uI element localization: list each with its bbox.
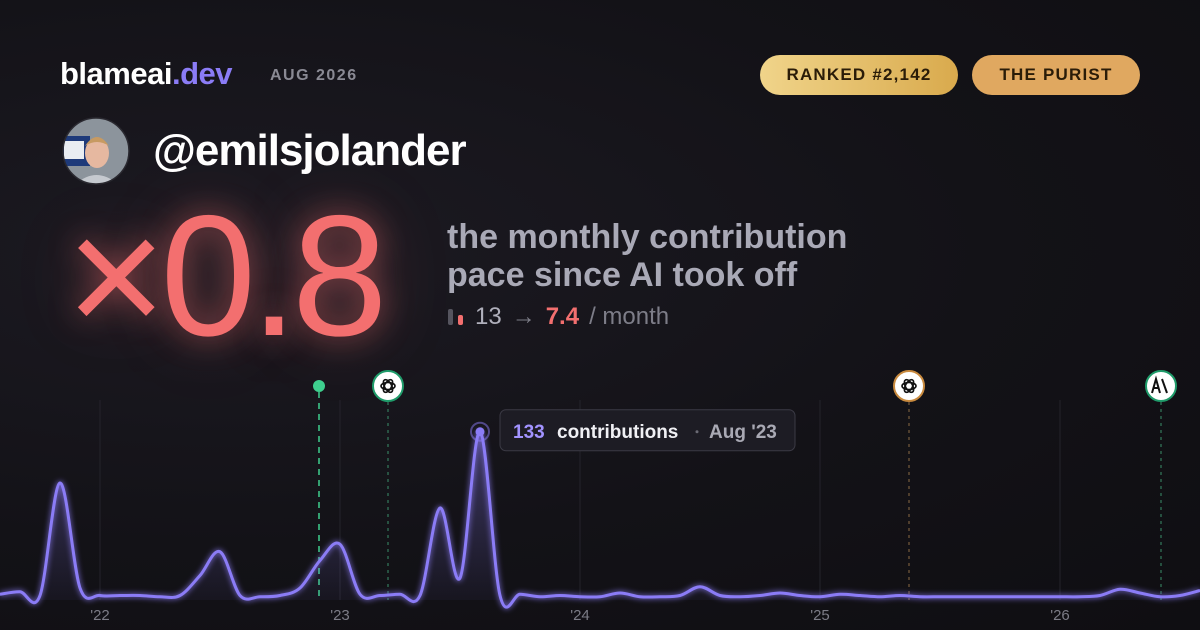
x-tick-label: '25	[810, 607, 830, 624]
x-tick-label: '24	[570, 607, 590, 624]
area	[0, 431, 1200, 608]
rank-badge: RANKED #2,142	[760, 55, 958, 95]
multiplier: ×0.8	[66, 180, 388, 372]
tooltip-date: Aug '23	[709, 422, 777, 443]
pace-unit: / month	[589, 303, 670, 330]
peak-dot	[475, 427, 485, 437]
tooltip	[499, 409, 796, 452]
openai-icon	[893, 370, 925, 402]
x-tick-label: '23	[330, 607, 350, 624]
anthropic-icon	[1145, 370, 1177, 402]
tooltip-label: contributions	[557, 422, 678, 443]
description: the monthly contribution pace since AI to…	[447, 218, 847, 294]
pace-icon	[448, 309, 463, 325]
pace: 13 → 7.4 / month	[447, 303, 669, 331]
x-tick-label: '22	[90, 607, 110, 624]
pace-before: 13	[475, 303, 502, 330]
persona-badge: THE PURIST	[972, 55, 1140, 95]
x-tick-label: '26	[1050, 607, 1070, 624]
description-line: the monthly contribution	[447, 218, 848, 256]
pace-after: 7.4	[545, 303, 580, 330]
openai-icon	[372, 370, 404, 402]
line	[0, 430, 1200, 609]
event-dot	[313, 380, 325, 392]
handle: @emilsjolander	[153, 126, 467, 175]
period: AUG 2026	[270, 67, 358, 84]
tooltip-sep	[695, 430, 699, 434]
brand-tld: .dev	[171, 56, 233, 91]
description-line: pace since AI took off	[447, 256, 798, 294]
brand-name: blameai	[60, 56, 172, 91]
tooltip-value: 133	[513, 422, 545, 443]
brand: blameai.dev	[60, 56, 232, 92]
pace-arrow: →	[511, 303, 536, 330]
peak-ring	[470, 421, 490, 442]
